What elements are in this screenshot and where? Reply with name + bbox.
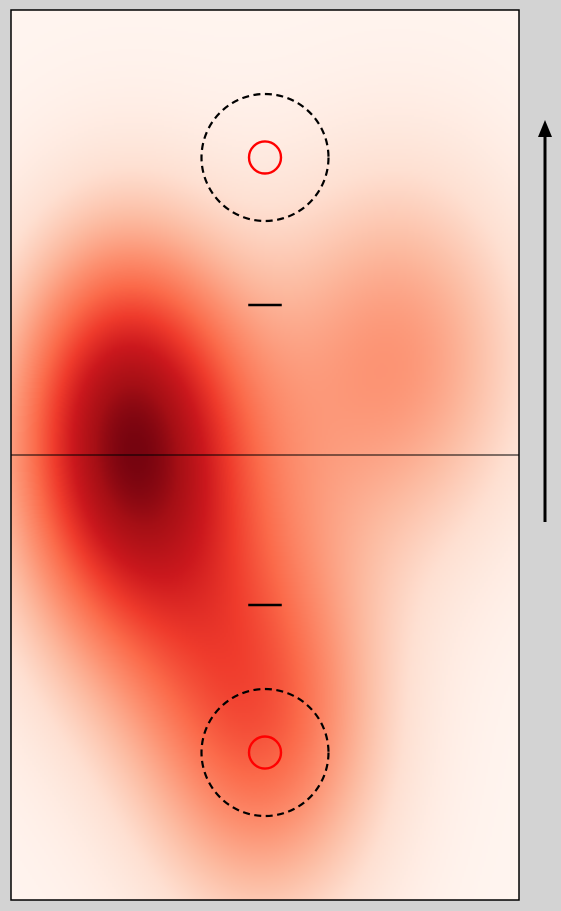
dashed-circle-1: [200, 92, 330, 223]
marker-circle-0: [247, 140, 283, 175]
plot-frame: [10, 9, 520, 901]
direction-arrow-head: [538, 120, 552, 137]
dashed-circle-3: [200, 687, 330, 818]
marker-circle-2: [247, 735, 283, 770]
chart-marks: [11, 92, 519, 818]
